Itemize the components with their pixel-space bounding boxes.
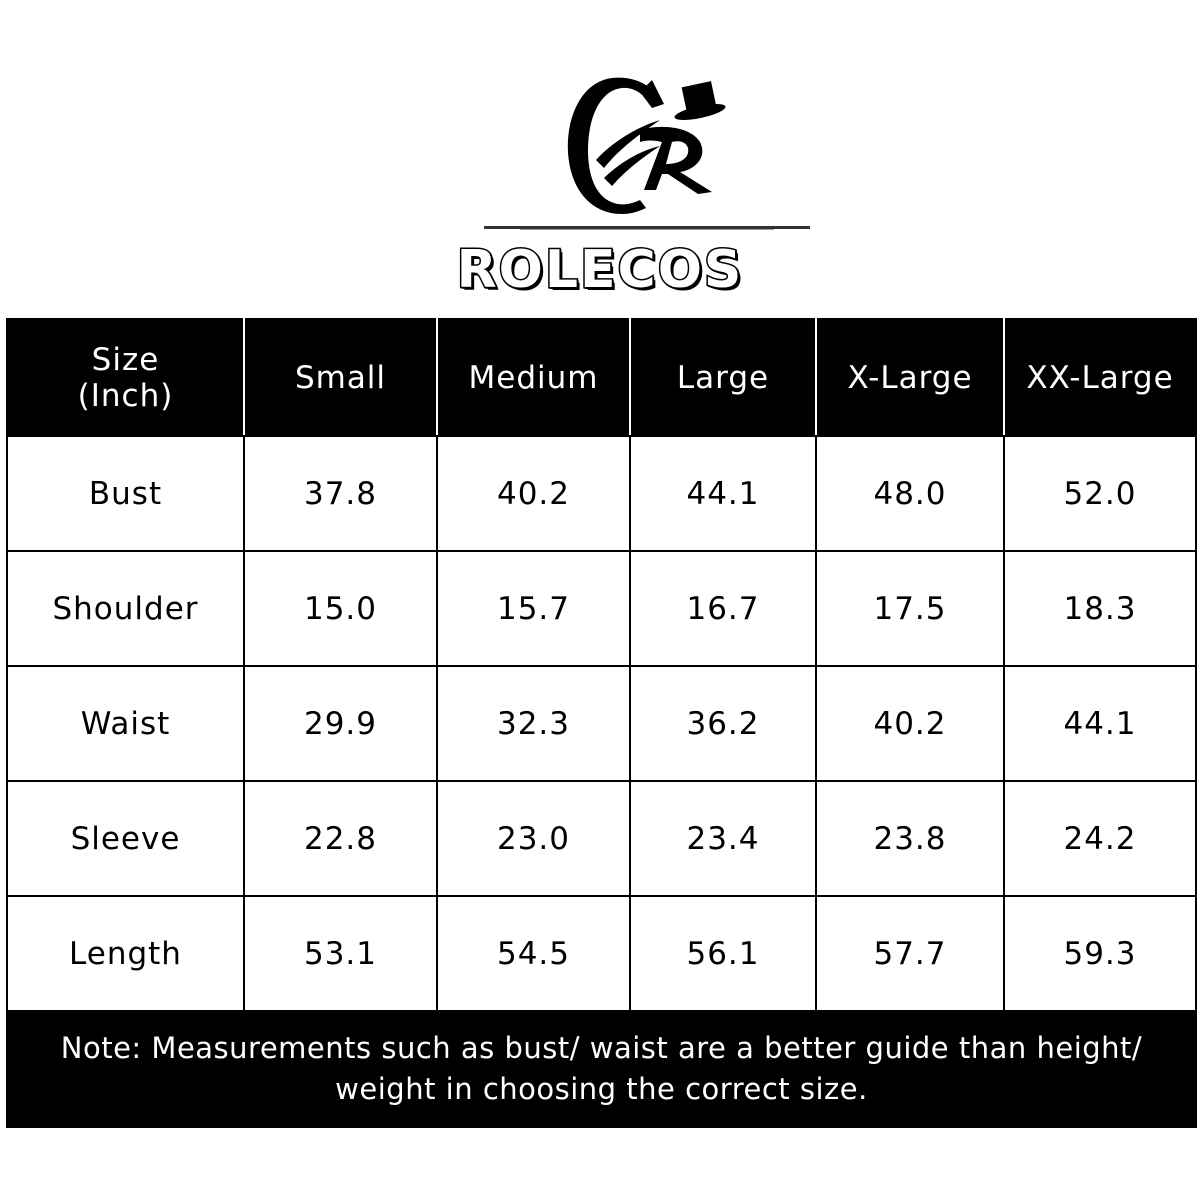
size-label: Size — [91, 341, 160, 378]
row-label: Sleeve — [6, 780, 245, 897]
table-cell: 23.8 — [815, 780, 1005, 897]
table-cell: 44.1 — [1003, 665, 1197, 782]
table-cell: 32.3 — [436, 665, 631, 782]
size-note: Note: Measurements such as bust/ waist a… — [6, 1010, 1197, 1128]
size-header-xx-large: XX-Large — [1003, 318, 1197, 437]
table-row: Length 53.1 54.5 56.1 57.7 59.3 — [6, 895, 1197, 1012]
table-cell: 40.2 — [815, 665, 1005, 782]
table-cell: 59.3 — [1003, 895, 1197, 1012]
table-row: Shoulder 15.0 15.7 16.7 17.5 18.3 — [6, 550, 1197, 667]
size-header-large: Large — [629, 318, 817, 437]
table-cell: 15.0 — [243, 550, 438, 667]
table-row: Bust 37.8 40.2 44.1 48.0 52.0 — [6, 435, 1197, 552]
table-cell: 48.0 — [815, 435, 1005, 552]
note-line: weight in choosing the correct size. — [335, 1072, 868, 1106]
table-cell: 18.3 — [1003, 550, 1197, 667]
row-label: Length — [6, 895, 245, 1012]
size-header-x-large: X-Large — [815, 318, 1005, 437]
table-cell: 17.5 — [815, 550, 1005, 667]
brand-name: ROLECOS — [455, 239, 744, 302]
table-cell: 24.2 — [1003, 780, 1197, 897]
row-label: Bust — [6, 435, 245, 552]
table-cell: 52.0 — [1003, 435, 1197, 552]
table-cell: 16.7 — [629, 550, 817, 667]
table-cell: 40.2 — [436, 435, 631, 552]
table-cell: 15.7 — [436, 550, 631, 667]
unit-label: (Inch) — [77, 377, 174, 414]
size-header-medium: Medium — [436, 318, 631, 437]
header-row: Size (Inch) Small Medium Large X-Large X… — [6, 318, 1197, 437]
table-cell: 36.2 — [629, 665, 817, 782]
table-cell: 29.9 — [243, 665, 438, 782]
table-cell: 23.4 — [629, 780, 817, 897]
row-label: Waist — [6, 665, 245, 782]
note-line: Note: Measurements such as bust/ waist a… — [60, 1031, 1143, 1065]
size-chart-table: Size (Inch) Small Medium Large X-Large X… — [6, 318, 1197, 1128]
table-cell: 22.8 — [243, 780, 438, 897]
brand-logo: ROLECOS — [0, 0, 1200, 310]
table-cell: 57.7 — [815, 895, 1005, 1012]
note-row: Note: Measurements such as bust/ waist a… — [6, 1010, 1197, 1128]
table-cell: 37.8 — [243, 435, 438, 552]
table-row: Sleeve 22.8 23.0 23.4 23.8 24.2 — [6, 780, 1197, 897]
table-cell: 23.0 — [436, 780, 631, 897]
cr-monogram-icon — [484, 77, 810, 230]
table-cell: 53.1 — [243, 895, 438, 1012]
table-cell: 44.1 — [629, 435, 817, 552]
size-unit-header: Size (Inch) — [6, 318, 245, 437]
row-label: Shoulder — [6, 550, 245, 667]
table-row: Waist 29.9 32.3 36.2 40.2 44.1 — [6, 665, 1197, 782]
table-cell: 54.5 — [436, 895, 631, 1012]
table-cell: 56.1 — [629, 895, 817, 1012]
size-header-small: Small — [243, 318, 438, 437]
